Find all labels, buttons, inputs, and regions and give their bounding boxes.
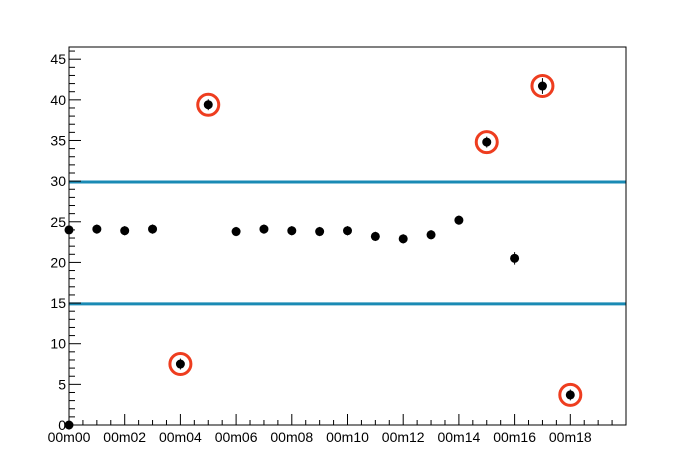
y-tick-label: 20: [50, 254, 66, 270]
y-tick-label: 25: [50, 214, 66, 230]
data-point-0: [64, 420, 74, 430]
y-tick-label: 15: [50, 295, 66, 311]
data-marker: [565, 390, 575, 400]
data-marker: [315, 227, 325, 237]
data-point-6: [203, 99, 213, 111]
y-tick-label: 35: [50, 132, 66, 148]
data-point-14: [426, 230, 436, 240]
data-marker: [343, 226, 352, 236]
data-point-9: [287, 226, 297, 236]
reference-lines: [69, 180, 626, 306]
data-marker: [148, 224, 158, 234]
y-tick-label: 40: [50, 92, 66, 108]
data-point-2: [92, 224, 102, 234]
data-marker: [64, 225, 74, 235]
x-tick-label: 00m18: [549, 429, 592, 445]
data-point-12: [370, 231, 380, 242]
data-point-13: [398, 234, 408, 244]
data-marker: [92, 224, 102, 234]
x-tick-label: 00m12: [382, 429, 425, 445]
data-point-11: [343, 226, 352, 236]
x-tick-label: 00m08: [270, 429, 313, 445]
data-marker: [175, 359, 185, 369]
data-point-1: [64, 225, 74, 235]
data-marker: [398, 234, 408, 244]
x-tick-label: 00m04: [159, 429, 202, 445]
data-point-19: [565, 389, 575, 401]
x-tick-label: 00m10: [326, 429, 369, 445]
y-tick-label: 10: [50, 336, 66, 352]
y-tick-label: 5: [58, 376, 66, 392]
y-tick-label: 30: [50, 173, 66, 189]
outlier-ring: [530, 74, 555, 99]
outlier-markers: [168, 74, 583, 407]
data-marker: [454, 215, 464, 225]
x-axis: 00m00 00m02 00m04 00m06 00m08 00m10 00m12 00m14…: [48, 414, 613, 445]
data-marker: [510, 253, 520, 263]
data-marker: [259, 224, 269, 234]
data-marker: [482, 137, 492, 147]
data-marker: [370, 231, 380, 241]
y-tick-label: 45: [50, 51, 66, 67]
data-point-8: [259, 224, 269, 234]
x-tick-label: 00m00: [48, 429, 91, 445]
data-point-10: [315, 226, 325, 237]
data-marker: [203, 100, 213, 110]
data-marker: [426, 230, 436, 240]
x-tick-label: 00m02: [103, 429, 146, 445]
data-series: [64, 78, 575, 430]
y-axis: 0 5 10 15 20 25 30 35 40 45: [50, 50, 81, 433]
data-marker: [537, 81, 547, 91]
data-marker: [287, 226, 297, 236]
data-point-17: [510, 252, 520, 265]
data-point-5: [175, 358, 185, 370]
x-tick-label: 00m06: [215, 429, 258, 445]
data-marker: [64, 420, 74, 430]
data-point-4: [148, 224, 158, 234]
outlier-ring: [474, 130, 499, 155]
data-point-18: [537, 78, 547, 94]
x-tick-label: 00m16: [493, 429, 536, 445]
outlier-ring: [168, 352, 193, 377]
x-tick-label: 00m14: [437, 429, 480, 445]
y-tick-label: 0: [58, 417, 66, 433]
outlier-ring: [196, 92, 221, 117]
data-point-7: [231, 226, 241, 237]
data-marker: [231, 227, 241, 237]
data-point-3: [120, 226, 130, 236]
outlier-ring: [558, 382, 583, 407]
data-point-15: [454, 215, 464, 225]
data-marker: [120, 226, 130, 236]
data-point-16: [482, 136, 492, 148]
